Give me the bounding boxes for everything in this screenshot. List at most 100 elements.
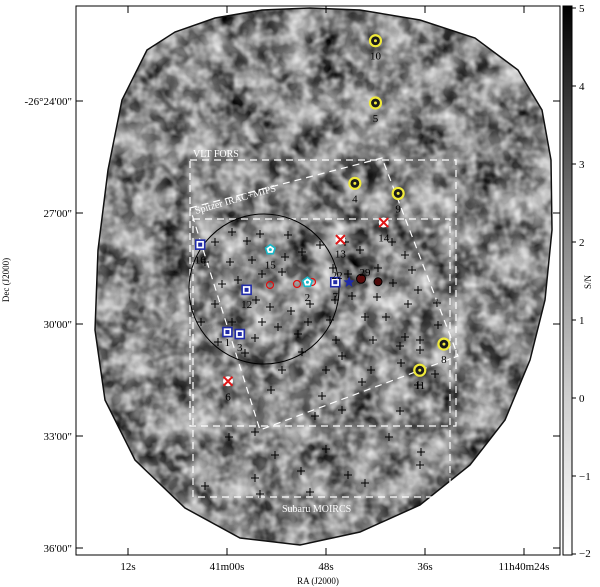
x-tick-label: 12s xyxy=(120,561,135,573)
galaxy-cross xyxy=(416,461,424,469)
colorbar-tick-label: 5 xyxy=(579,3,585,15)
galaxy-cross xyxy=(404,300,412,308)
source-8-label: 8 xyxy=(441,354,447,366)
y-tick-label: 33'00" xyxy=(44,431,72,443)
red-open-circles xyxy=(265,277,317,290)
y-axis-label: Dec (J2000) xyxy=(1,258,11,302)
source-1-marker xyxy=(222,326,233,338)
galaxy-cross xyxy=(358,378,366,386)
galaxy-cross xyxy=(385,433,393,441)
colorbar-tick-label: 1 xyxy=(579,315,585,327)
galaxy-cross xyxy=(311,412,319,420)
galaxy-cross xyxy=(287,307,295,315)
colorbar xyxy=(562,5,573,556)
galaxy-cross xyxy=(228,228,236,236)
galaxy-cross xyxy=(304,318,312,326)
galaxy-cross xyxy=(298,248,306,256)
galaxy-cross xyxy=(382,313,390,321)
galaxy-cross xyxy=(234,276,242,284)
galaxy-cross xyxy=(297,467,305,475)
galaxy-cross xyxy=(243,237,251,245)
x-tick-label: 36s xyxy=(417,561,432,573)
y-axis-ticks xyxy=(76,100,560,549)
source-22-marker xyxy=(343,276,355,287)
colorbar-tick-label: 3 xyxy=(579,159,585,171)
y-tick-label: -26°24'00" xyxy=(24,96,72,108)
colorbar-tick-label: 0 xyxy=(579,393,585,405)
galaxy-cross xyxy=(397,359,405,367)
sn-footprint xyxy=(95,8,552,545)
galaxy-cross xyxy=(294,330,302,338)
source-1-label: 1 xyxy=(225,337,231,349)
source-14-marker xyxy=(378,217,389,228)
source-16-label: 16 xyxy=(195,255,207,267)
x-tick-label: 41m00s xyxy=(210,561,245,573)
galaxy-cross xyxy=(344,270,352,278)
galaxy-cross xyxy=(226,258,234,266)
spitzer-field xyxy=(189,157,459,431)
colorbar-tick-label: −1 xyxy=(579,471,591,483)
source-14-label: 14 xyxy=(378,233,390,245)
galaxy-cross xyxy=(401,251,409,259)
galaxy-cross xyxy=(197,318,205,326)
x-axis-ticks xyxy=(127,6,525,555)
galaxy-cross xyxy=(278,268,286,276)
galaxy-cross xyxy=(251,334,259,342)
galaxy-cross xyxy=(414,381,422,389)
source-15-marker xyxy=(264,243,277,255)
source-15-label: 15 xyxy=(265,260,277,272)
galaxy-cross xyxy=(326,316,334,324)
y-tick-label: 36'00" xyxy=(44,543,72,555)
colorbar-tick-label: 4 xyxy=(579,81,585,93)
source-11-label: 11 xyxy=(415,380,426,392)
source-29-label: 29 xyxy=(360,267,372,279)
galaxy-cross xyxy=(401,333,409,341)
source-7-label: 7 xyxy=(333,291,339,303)
galaxy-cross xyxy=(344,471,352,479)
galaxy-cross xyxy=(373,293,381,301)
galaxy-cross xyxy=(225,433,233,441)
label-subaru-moircs: Subaru MOIRCS xyxy=(282,504,351,515)
colorbar-ticks xyxy=(572,7,576,555)
galaxy-cross xyxy=(211,300,219,308)
source-2-label: 2 xyxy=(305,292,311,304)
source-8-marker xyxy=(437,337,451,351)
galaxy-cross xyxy=(414,286,422,294)
source-3-marker xyxy=(234,328,246,340)
galaxy-cross xyxy=(361,313,369,321)
galaxy-cross xyxy=(322,445,330,453)
colorbar-label: S/N xyxy=(583,275,593,290)
galaxy-cross xyxy=(416,346,424,354)
galaxy-cross xyxy=(367,366,375,374)
galaxy-cross xyxy=(281,253,289,261)
footprint-edge xyxy=(94,7,553,546)
galaxy-cross xyxy=(348,292,356,300)
source-6-label: 6 xyxy=(225,391,231,403)
source-6-marker xyxy=(222,376,234,387)
galaxy-cross xyxy=(329,264,337,272)
source-5-marker xyxy=(368,96,383,110)
source-16-marker xyxy=(194,239,206,250)
galaxy-cross xyxy=(274,323,282,331)
galaxy-cross xyxy=(284,231,292,239)
source-10-label: 10 xyxy=(370,51,382,63)
galaxy-cross xyxy=(408,266,416,274)
galaxy-cross xyxy=(251,474,259,482)
galaxy-cross xyxy=(267,386,275,394)
source-13-label: 13 xyxy=(335,249,347,261)
galaxy-cross xyxy=(211,238,219,246)
galaxy-cross xyxy=(431,370,439,378)
galaxy-cross xyxy=(278,366,286,374)
x-tick-label: 48s xyxy=(318,561,333,573)
galaxy-cross xyxy=(218,280,226,288)
galaxy-cross xyxy=(318,392,326,400)
galaxy-cross xyxy=(271,451,279,459)
galaxy-cross xyxy=(374,264,382,272)
source-4-label: 4 xyxy=(352,193,358,205)
x-tick-labels: 12s 41m00s 48s 36s 11h40m24s xyxy=(120,561,549,573)
colorbar-tick-label: −2 xyxy=(579,548,591,560)
colorbar-tick-label: 2 xyxy=(579,237,585,249)
galaxy-cross xyxy=(338,406,346,414)
galaxy-cross xyxy=(298,348,306,356)
